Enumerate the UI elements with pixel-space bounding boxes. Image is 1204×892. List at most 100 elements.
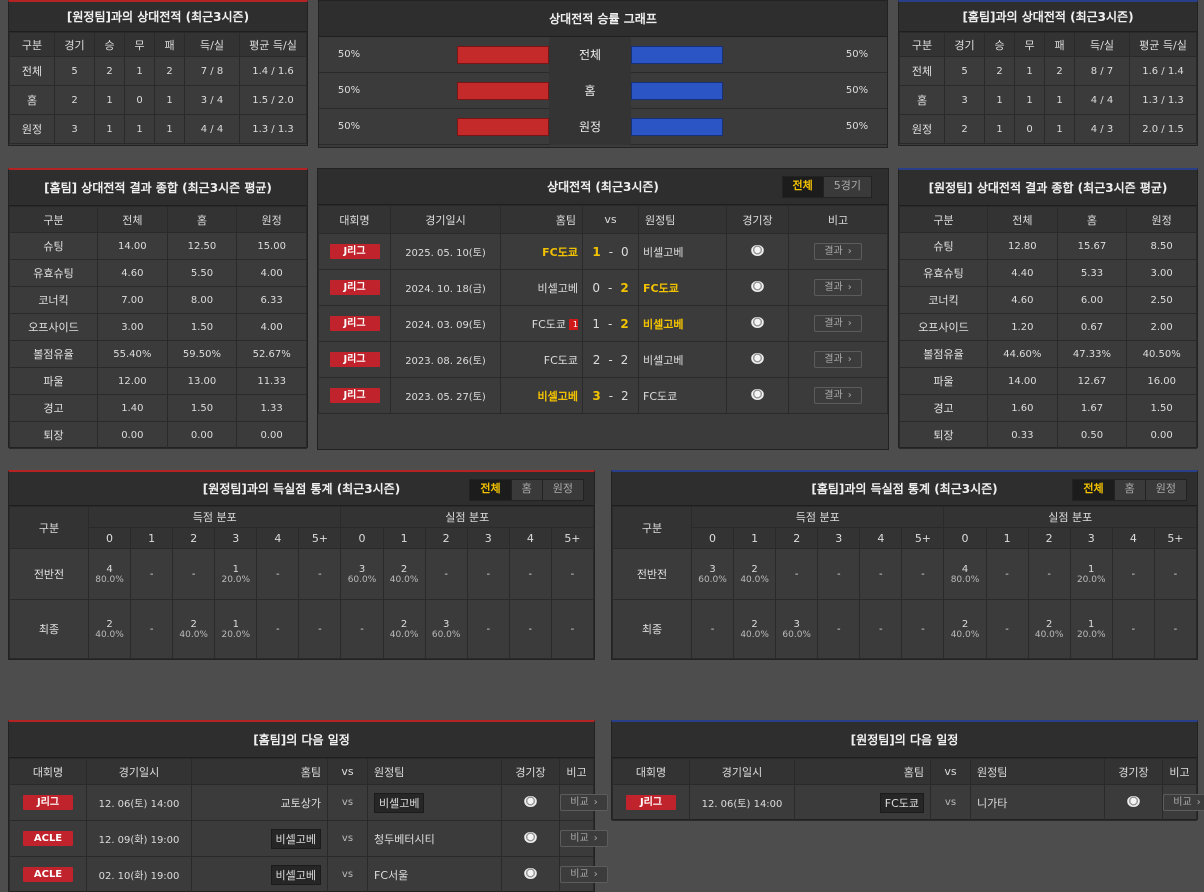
- home-summary-panel: [홈팀] 상대전적 결과 종합 (최근3시즌 평균) 구분 전체 홈 원정 슈팅 14.…: [8, 168, 308, 449]
- result-button[interactable]: 결과 ›: [814, 279, 862, 296]
- dist-cell: -: [466, 599, 510, 659]
- score-cell: 3-2: [582, 377, 639, 414]
- away-dist-title: [원정팀]과의 득실점 통계 (최근3시즌): [202, 482, 401, 496]
- result-button[interactable]: 결과 ›: [814, 315, 862, 332]
- league-cell: J리그: [9, 784, 87, 821]
- schedule-row: ACLE 12. 09(화) 19:00 비셀고베 vs 청두베터시티 비교 ›: [9, 820, 608, 857]
- col-date: 경기일시: [390, 205, 501, 234]
- dist-cell: -: [1027, 548, 1071, 600]
- away-team: 비셀고베: [643, 353, 684, 367]
- venue-cell: [501, 856, 560, 892]
- winrate-graph-title: 상대전적 승률 그래프: [319, 1, 887, 37]
- dist-percent: 40.0%: [179, 629, 208, 640]
- dist-col-header: 0: [690, 527, 735, 549]
- next-home-title: [홈팀]의 다음 일정: [9, 722, 594, 758]
- venue-cell: [501, 820, 560, 857]
- home-team-cell: FC도쿄: [500, 233, 583, 270]
- compare-button[interactable]: 비교 ›: [1163, 794, 1204, 811]
- compare-button[interactable]: 비교 ›: [560, 866, 608, 883]
- col-vs: vs: [582, 205, 639, 234]
- home-team-cell: FC도쿄 1: [500, 305, 583, 342]
- away-h2h-body: 전체 5 2 1 2 7 / 8 1.4 / 1.6 홈 2 1 0 1 3 / 4 1.5 / 2.0 원…: [9, 56, 307, 144]
- tab-home[interactable]: 홈: [1114, 480, 1146, 500]
- table-row: 퇴장 0.00 0.00 0.00: [9, 421, 307, 449]
- chevron-right-icon: ›: [847, 318, 852, 329]
- tab-all[interactable]: 전체: [782, 177, 824, 197]
- result-label: 결과: [824, 282, 843, 293]
- schedule-date: 12. 09(화) 19:00: [86, 820, 192, 857]
- tab-away[interactable]: 원정: [1145, 480, 1186, 500]
- table-row: 코너킥 7.00 8.00 6.33: [9, 286, 307, 314]
- dist-percent: 60.0%: [698, 574, 727, 585]
- compare-button[interactable]: 비교 ›: [560, 794, 608, 811]
- row-label: 원정: [899, 114, 945, 144]
- dist-cell: -: [298, 599, 342, 659]
- dist-cell: -: [817, 599, 861, 659]
- home-summary-table: 구분 전체 홈 원정 슈팅 14.00 12.50 15.00 유효슈팅 4.60 5.50 4.0…: [9, 206, 307, 449]
- result-button[interactable]: 결과 ›: [814, 351, 862, 368]
- home-team: FC도쿄: [879, 792, 924, 813]
- tab-away[interactable]: 원정: [542, 480, 583, 500]
- table-cell: 12.00: [97, 367, 168, 395]
- stadium-icon: [751, 280, 764, 292]
- home-summary-header: 구분 전체 홈 원정: [9, 206, 307, 233]
- dist-cell: -: [130, 599, 174, 659]
- league-badge: J리그: [626, 795, 676, 810]
- dist-percent: 40.0%: [950, 629, 980, 640]
- dist-row-label: 최종: [9, 599, 89, 659]
- result-button[interactable]: 결과 ›: [814, 387, 862, 404]
- table-cell: 4 / 4: [184, 114, 240, 144]
- home-team-cell: 비셀고베: [500, 377, 583, 414]
- compare-button[interactable]: 비교 ›: [560, 830, 608, 847]
- row-label: 원정: [9, 114, 55, 144]
- dist-group-row: 구분 득점 분포 실점 분포: [9, 506, 594, 549]
- score-dash: -: [608, 352, 613, 367]
- tab-all[interactable]: 전체: [470, 480, 512, 500]
- score-cell: 0-2: [582, 269, 639, 306]
- tab-home[interactable]: 홈: [511, 480, 543, 500]
- dist-percent: 40.0%: [95, 629, 124, 640]
- col-venue: 경기장: [501, 758, 560, 785]
- dist-gubun: 구분: [9, 506, 89, 549]
- dist-cell: 2 40.0%: [382, 548, 426, 600]
- dist-count: 2: [106, 618, 113, 630]
- table-cell: 13.00: [166, 367, 238, 395]
- row-label: 슈팅: [9, 232, 98, 260]
- tab-all[interactable]: 전체: [1073, 480, 1115, 500]
- table-cell: 1.33: [236, 394, 307, 422]
- table-cell: 7.00: [97, 286, 168, 314]
- table-row: 파울 12.00 13.00 11.33: [9, 367, 307, 395]
- stadium-icon: [1127, 795, 1140, 807]
- venue-cell: [726, 341, 789, 378]
- league-badge: J리그: [329, 280, 380, 295]
- table-cell: 12.80: [987, 232, 1058, 260]
- dist-cell: 3 60.0%: [690, 548, 735, 600]
- right-bar-track: [631, 117, 801, 136]
- dist-row: 전반전 3 60.0% 2 40.0% - - - -4 80.0% - -1 20.0% - -: [612, 548, 1198, 600]
- left-bar-track: [379, 81, 549, 100]
- dist-row-label: 전반전: [612, 548, 692, 600]
- dist-col-header: 4: [1111, 527, 1155, 549]
- dist-cell: -: [550, 599, 595, 659]
- col-note: 비고: [559, 758, 594, 785]
- dist-count: -: [444, 568, 448, 580]
- table-cell: 11.33: [236, 367, 307, 395]
- away-score: 0: [621, 244, 629, 259]
- league-badge: J리그: [329, 316, 380, 331]
- dist-row: 전반전 4 80.0% - -1 20.0% - -3 60.0% 2 40.0% - - - -: [9, 548, 595, 600]
- dist-body: 전반전 4 80.0% - -1 20.0% - -3 60.0% 2 40.0% - - - - 최종 2 40…: [9, 548, 595, 659]
- chevron-right-icon: ›: [593, 869, 598, 880]
- away-team: 비셀고베: [643, 317, 684, 331]
- home-team: FC도쿄: [543, 353, 578, 367]
- right-win-bar: [631, 117, 723, 136]
- away-team-cell: 비셀고베: [367, 784, 502, 821]
- dist-cell: -: [508, 599, 552, 659]
- dist-count: -: [149, 568, 154, 580]
- stadium-icon: [751, 352, 764, 364]
- home-dist-tabs: 전체 홈 원정: [1072, 479, 1187, 501]
- table-cell: 8 / 7: [1074, 56, 1130, 86]
- result-button[interactable]: 결과 ›: [814, 243, 862, 260]
- table-cell: 55.40%: [97, 340, 168, 368]
- dist-count: -: [1005, 568, 1009, 580]
- tab-5games[interactable]: 5경기: [823, 177, 871, 197]
